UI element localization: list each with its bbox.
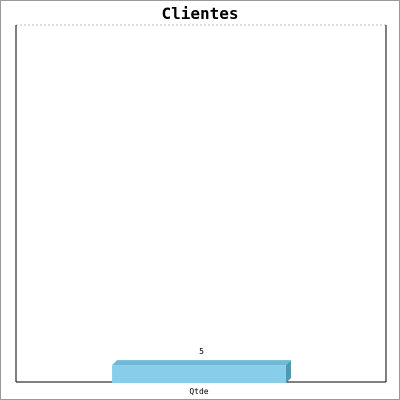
bar-top-0 <box>112 360 291 366</box>
bar-side-0 <box>285 360 291 383</box>
x-tick-label-0: Qtde <box>189 387 208 396</box>
chart-title: Clientes <box>161 4 238 23</box>
bars-layer: 5 Qtde <box>112 347 291 396</box>
data-label-0: 5 <box>199 347 204 356</box>
bar-front-0 <box>112 365 286 383</box>
